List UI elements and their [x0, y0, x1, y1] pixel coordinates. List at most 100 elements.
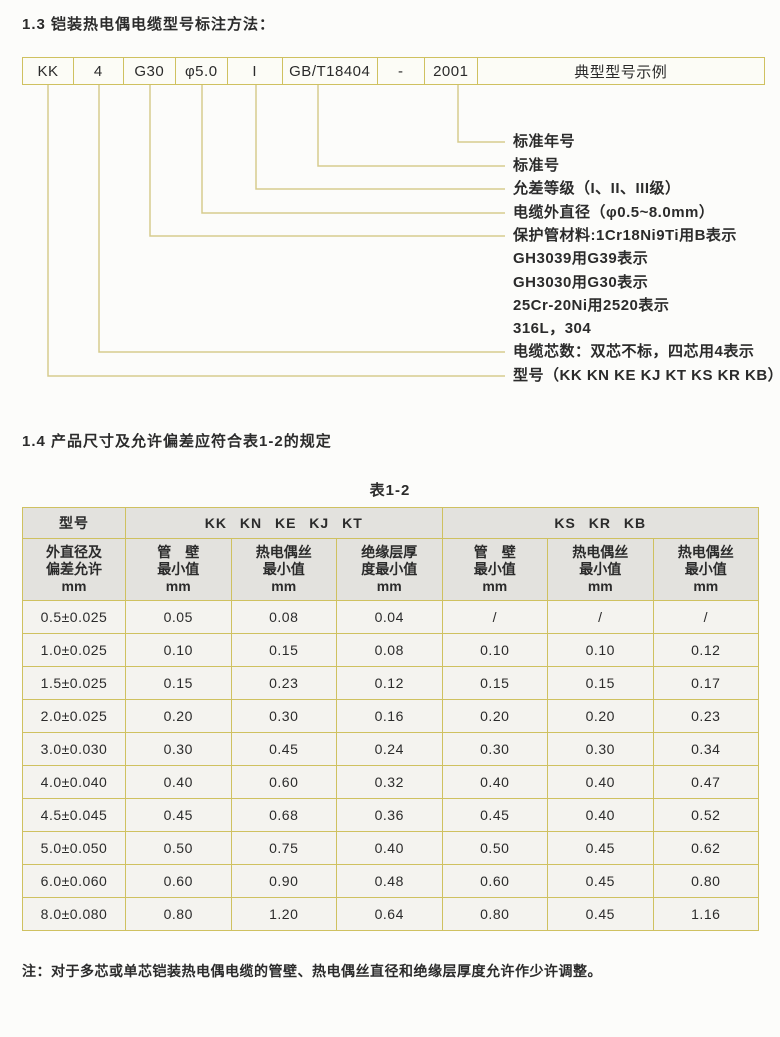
cell-outer-diameter: 1.0±0.025 [22, 633, 126, 667]
cell-wall-min-2: 0.50 [441, 831, 549, 865]
table-row: 0.5±0.025 0.05 0.08 0.04 / / / [22, 600, 760, 634]
cell-wire-min-3: 0.52 [652, 798, 760, 832]
header-wire-min-2: 热电偶丝 最小值 mm [547, 538, 654, 601]
header-wall-min-1: 管 壁 最小值 mm [125, 538, 232, 601]
cell-wire-min-3: 1.16 [652, 897, 760, 931]
cell-outer-diameter: 2.0±0.025 [22, 699, 126, 733]
cell-wire-min-2: 0.30 [547, 732, 654, 766]
cell-wire-min-3: 0.17 [652, 666, 760, 700]
cell-wire-min-2: / [547, 600, 654, 634]
cell-insulation-min: 0.12 [336, 666, 443, 700]
cell-wall-min-2: 0.15 [441, 666, 549, 700]
connector-lines [47, 85, 505, 377]
cell-wire-min-3: 0.62 [652, 831, 760, 865]
model-box-cores: 4 [72, 57, 124, 85]
header-insulation-min: 绝缘层厚 度最小值 mm [336, 538, 443, 601]
model-box-dash: - [376, 57, 425, 85]
cell-wire-min-2: 0.40 [547, 765, 654, 799]
section-1-3-heading: 1.3 铠装热电偶电缆型号标注方法： [22, 16, 276, 33]
cell-outer-diameter: 4.0±0.040 [22, 765, 126, 799]
cell-wire-min-3: 0.12 [652, 633, 760, 667]
cell-wall-min-1: 0.05 [125, 600, 232, 634]
header-model: 型号 [22, 507, 126, 539]
label-material-316l: 316L，304 [513, 320, 592, 337]
cell-wall-min-2: 0.40 [441, 765, 549, 799]
cell-insulation-min: 0.48 [336, 864, 443, 898]
cell-wire-min-1: 0.45 [230, 732, 337, 766]
table-row: 4.0±0.040 0.40 0.60 0.32 0.40 0.40 0.47 [22, 765, 760, 799]
cell-wall-min-1: 0.30 [125, 732, 232, 766]
cell-outer-diameter: 8.0±0.080 [22, 897, 126, 931]
cell-wire-min-1: 0.08 [230, 600, 337, 634]
connector-sheath [149, 85, 505, 237]
table-row: 2.0±0.025 0.20 0.30 0.16 0.20 0.20 0.23 [22, 699, 760, 733]
table-row: 8.0±0.080 0.80 1.20 0.64 0.80 0.45 1.16 [22, 897, 760, 931]
label-tolerance-grade: 允差等级（I、II、III级） [513, 180, 681, 197]
model-box-type: KK [22, 57, 74, 85]
cell-wire-min-2: 0.40 [547, 798, 654, 832]
cell-wall-min-1: 0.60 [125, 864, 232, 898]
table-row: 3.0±0.030 0.30 0.45 0.24 0.30 0.30 0.34 [22, 732, 760, 766]
connector-model [47, 85, 505, 377]
cell-wire-min-3: 0.34 [652, 732, 760, 766]
cell-wire-min-2: 0.20 [547, 699, 654, 733]
model-box-example: 典型型号示例 [476, 57, 765, 85]
table-row: 6.0±0.060 0.60 0.90 0.48 0.60 0.45 0.80 [22, 864, 760, 898]
cell-wire-min-3: 0.47 [652, 765, 760, 799]
cell-wire-min-1: 0.15 [230, 633, 337, 667]
header-outer-diameter: 外直径及 偏差允许 mm [22, 538, 126, 601]
label-cable-cores: 电缆芯数：双芯不标，四芯用4表示 [513, 343, 755, 360]
label-standard-number: 标准号 [513, 157, 560, 174]
cell-wall-min-1: 0.50 [125, 831, 232, 865]
connector-diameter [201, 85, 505, 214]
header-group-ks-kr-kb: KS KR KB [441, 507, 760, 539]
cell-wire-min-3: 0.80 [652, 864, 760, 898]
header-wire-min-3: 热电偶丝 最小值 mm [652, 538, 760, 601]
cell-wall-min-2: / [441, 600, 549, 634]
table-title: 表1-2 [369, 482, 411, 499]
connector-year [457, 85, 505, 143]
header-wall-min-2: 管 壁 最小值 mm [441, 538, 549, 601]
table-header-group-row: 型号 KK KN KE KJ KT KS KR KB [22, 507, 760, 539]
cell-wire-min-2: 0.15 [547, 666, 654, 700]
cell-outer-diameter: 4.5±0.045 [22, 798, 126, 832]
cell-insulation-min: 0.04 [336, 600, 443, 634]
cell-insulation-min: 0.24 [336, 732, 443, 766]
cell-outer-diameter: 0.5±0.025 [22, 600, 126, 634]
cell-insulation-min: 0.64 [336, 897, 443, 931]
label-model-types: 型号（KK KN KE KJ KT KS KR KB） [513, 367, 780, 384]
cell-wire-min-3: 0.23 [652, 699, 760, 733]
cell-wall-min-2: 0.80 [441, 897, 549, 931]
table-header-column-row: 外直径及 偏差允许 mm 管 壁 最小值 mm 热电偶丝 最小值 mm 绝缘层厚… [22, 538, 760, 601]
cell-wire-min-2: 0.45 [547, 831, 654, 865]
header-group-kk-kn-ke-kj-kt: KK KN KE KJ KT [125, 507, 443, 539]
cell-wall-min-2: 0.20 [441, 699, 549, 733]
cell-insulation-min: 0.32 [336, 765, 443, 799]
header-wire-min-1: 热电偶丝 最小值 mm [230, 538, 337, 601]
cell-wall-min-1: 0.10 [125, 633, 232, 667]
cell-wire-min-1: 0.30 [230, 699, 337, 733]
label-standard-year: 标准年号 [513, 133, 576, 150]
cell-wire-min-1: 0.90 [230, 864, 337, 898]
label-material-gh3030: GH3030用G30表示 [513, 274, 649, 291]
model-box-sheath: G30 [122, 57, 176, 85]
cell-outer-diameter: 5.0±0.050 [22, 831, 126, 865]
section-1-4-heading: 1.4 产品尺寸及允许偏差应符合表1-2的规定 [22, 433, 332, 450]
cell-wire-min-2: 0.45 [547, 897, 654, 931]
model-box-standard: GB/T18404 [281, 57, 378, 85]
label-material-gh3039: GH3039用G39表示 [513, 250, 649, 267]
footnote: 注：对于多芯或单芯铠装热电偶电缆的管壁、热电偶丝直径和绝缘层厚度允许作少许调整。 [22, 963, 602, 979]
cell-insulation-min: 0.36 [336, 798, 443, 832]
cell-wire-min-1: 0.75 [230, 831, 337, 865]
connector-tolerance [255, 85, 505, 190]
cell-wall-min-2: 0.30 [441, 732, 549, 766]
cell-wire-min-1: 0.60 [230, 765, 337, 799]
model-box-diameter: φ5.0 [174, 57, 228, 85]
label-sheath-material: 保护管材料:1Cr18Ni9Ti用B表示 [513, 227, 737, 244]
cell-outer-diameter: 1.5±0.025 [22, 666, 126, 700]
cell-insulation-min: 0.16 [336, 699, 443, 733]
table-row: 4.5±0.045 0.45 0.68 0.36 0.45 0.40 0.52 [22, 798, 760, 832]
cell-wire-min-2: 0.45 [547, 864, 654, 898]
cell-outer-diameter: 6.0±0.060 [22, 864, 126, 898]
